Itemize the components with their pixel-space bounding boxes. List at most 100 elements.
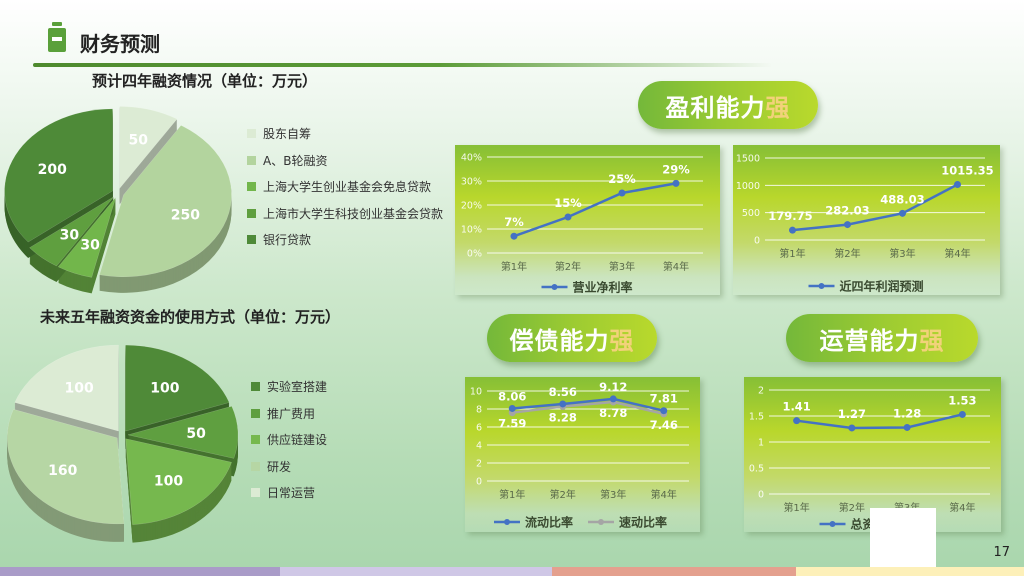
legend-label: 股东自筹 [263, 127, 312, 141]
fund-usage-pie-chart: 100 50 100 160 100 [6, 344, 239, 543]
series-1 [510, 179, 680, 240]
data-label: 8.78 [599, 406, 627, 420]
data-point [903, 423, 911, 431]
series-line [512, 400, 665, 416]
y-tick-label: 10% [461, 225, 482, 236]
x-tick-label: 第3年 [600, 488, 626, 501]
pill-accent-text: 强 [765, 93, 791, 122]
legend-label: 推广费用 [267, 406, 316, 421]
data-label: 25% [608, 172, 636, 186]
y-tick-label: 1500 [736, 154, 760, 165]
document-tab-icon [48, 22, 66, 52]
pie-slice-top [99, 125, 232, 278]
y-tick-label: 1 [758, 438, 764, 449]
legend-swatch [247, 129, 256, 138]
legend-item: 流动比率 [494, 515, 573, 530]
pie-data-label: 100 [150, 381, 179, 397]
net-profit-rate-chart: 0% 10% 20% 30% 40% 第1年 第2年 第3年 第4年 7% 15% 25% 29% 营业净… [455, 145, 720, 295]
pie-slice-top [6, 409, 125, 525]
legend-label: 速动比率 [619, 515, 667, 530]
data-point [954, 180, 961, 188]
legend-item: 推广费用 [251, 405, 315, 422]
legend-item: 银行贷款 [247, 231, 311, 248]
pie2-title: 未来五年融资资金的使用方式（单位：万元） [40, 308, 341, 326]
profitability-heading: 盈利能力强 [638, 81, 818, 129]
bottom-bar-segment [552, 567, 796, 576]
y-tick-label: 6 [476, 423, 482, 434]
data-label: 282.03 [825, 204, 869, 218]
pie-data-label: 30 [80, 237, 100, 253]
data-label: 488.03 [880, 192, 924, 206]
data-point [660, 407, 668, 415]
legend-label: 营业净利率 [573, 280, 633, 295]
legend-item: 上海大学生创业基金会免息贷款 [247, 178, 431, 195]
solvency-heading: 偿债能力强 [487, 314, 657, 362]
legend-item: 实验室搭建 [251, 378, 327, 395]
y-tick-label: 20% [461, 201, 482, 212]
x-tick-label: 第2年 [555, 260, 581, 273]
legend-swatch [251, 435, 260, 444]
data-label: 8.06 [498, 389, 526, 403]
legend-item: 日常运营 [251, 484, 315, 501]
pie-data-label: 50 [186, 426, 206, 442]
legend-label: A、B轮融资 [263, 153, 328, 168]
data-point [793, 417, 801, 425]
legend-item: A、B轮融资 [247, 152, 327, 169]
data-point [899, 209, 906, 217]
data-label: 29% [662, 162, 690, 176]
pie-slice-top [4, 108, 113, 243]
pie-slice-top [29, 196, 115, 267]
legend-swatch [251, 408, 260, 418]
data-label: 15% [554, 196, 582, 210]
data-label: 8.28 [549, 410, 577, 424]
pie-data-label: 100 [154, 473, 183, 489]
y-tick-label: 40% [461, 153, 482, 164]
series-1 [508, 395, 668, 415]
x-tick-label: 第2年 [834, 247, 860, 260]
pie-slice-top [57, 197, 116, 278]
data-label: 1.41 [782, 400, 810, 414]
y-tick-label: 2 [476, 459, 482, 470]
series-1 [793, 410, 966, 432]
legend-item: 研发 [251, 458, 291, 475]
legend-label: 供应链建设 [267, 433, 328, 447]
x-tick-label: 第1年 [501, 260, 527, 273]
legend-swatch [251, 382, 260, 391]
data-label: 7.46 [650, 418, 678, 432]
legend-swatch [251, 488, 260, 497]
pie-slice-top [125, 438, 232, 525]
x-tick-label: 第2年 [550, 488, 576, 501]
legend-swatch [247, 155, 256, 165]
header-divider [33, 63, 773, 67]
pie-data-label: 250 [171, 207, 200, 223]
x-tick-label: 第1年 [783, 501, 809, 514]
pill-main-text: 运营能力 [819, 326, 920, 355]
data-label: 8.56 [549, 385, 577, 399]
x-tick-label: 第1年 [779, 247, 805, 260]
x-tick-label: 第2年 [839, 501, 865, 514]
x-tick-label: 第4年 [663, 260, 689, 273]
bottom-bar-segment [796, 567, 1024, 576]
pie-data-label: 30 [60, 227, 80, 243]
series-line [512, 397, 665, 412]
data-point [510, 232, 518, 240]
blank-block [870, 508, 936, 568]
legend-swatch [247, 208, 256, 218]
data-point [564, 213, 572, 221]
pie-slice-top [127, 405, 239, 459]
data-label: 1.27 [838, 407, 866, 421]
series-line [796, 413, 963, 430]
pill-accent-text: 强 [609, 326, 635, 355]
legend-label: 流动比率 [525, 515, 573, 530]
legend-item: 近四年利润预测 [808, 279, 924, 294]
data-point [789, 226, 796, 234]
legend-swatch [247, 182, 256, 191]
data-label: 7% [504, 215, 524, 229]
legend-label: 银行贷款 [263, 233, 312, 247]
series-1 [789, 180, 961, 234]
legend-item: 上海市大学生科技创业基金会贷款 [247, 205, 443, 222]
y-tick-label: 0 [476, 477, 482, 488]
data-point [508, 404, 516, 412]
pie-data-label: 50 [128, 133, 148, 149]
